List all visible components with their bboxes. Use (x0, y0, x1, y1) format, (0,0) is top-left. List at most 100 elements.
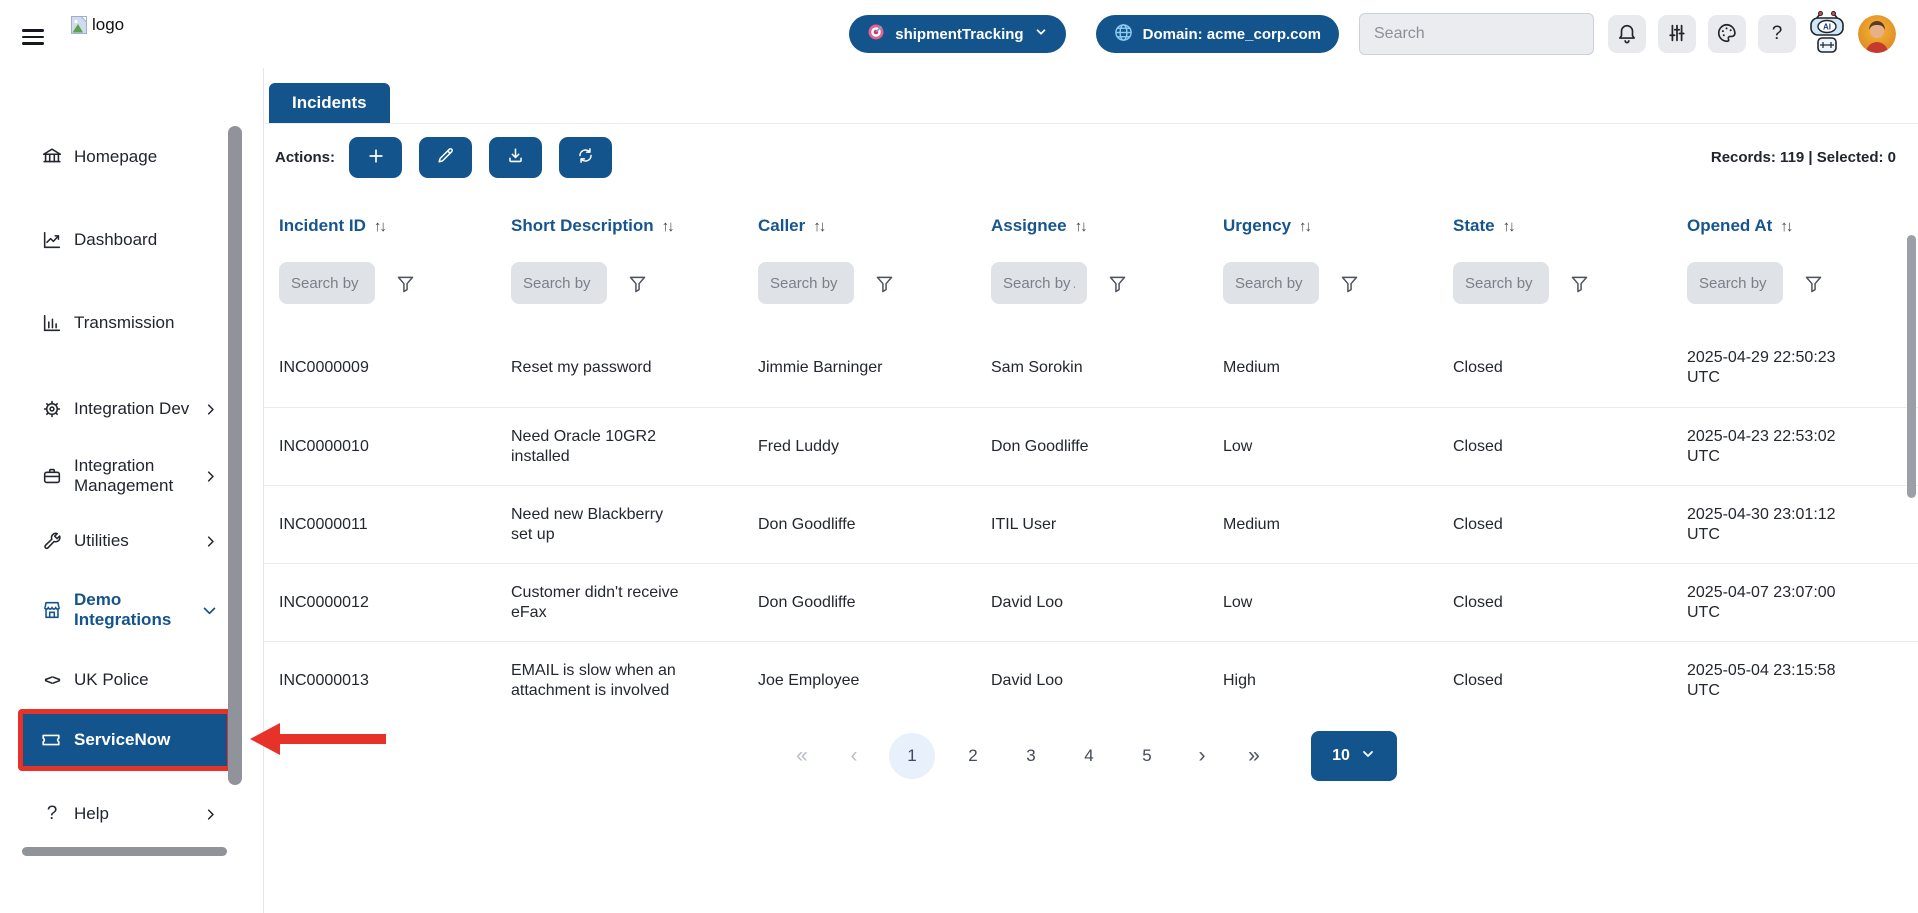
edit-record-button[interactable] (419, 136, 472, 178)
filter-funnel-icon[interactable] (1107, 273, 1128, 294)
tab-incidents[interactable]: Incidents (269, 83, 390, 123)
menu-icon[interactable] (22, 29, 44, 45)
sidebar-item-uk-police[interactable]: <> UK Police (40, 660, 218, 700)
cell-caller: Jimmie Barninger (758, 359, 883, 376)
topbar-icons: ? AI (1608, 10, 1896, 53)
table-vertical-scrollbar[interactable] (1907, 235, 1916, 498)
page-button-1[interactable]: 1 (889, 733, 935, 779)
sort-icon[interactable]: ↑↓ (1780, 217, 1793, 235)
table-row[interactable]: INC0000011 Need new Blackberry set up Do… (264, 485, 1918, 563)
broken-image-icon (70, 15, 90, 40)
chevron-right-icon (203, 469, 218, 484)
filter-input-opened-at[interactable] (1687, 262, 1783, 304)
filter-funnel-icon[interactable] (395, 273, 416, 294)
column-header-caller[interactable]: Caller ↑↓ (758, 216, 826, 235)
filter-input-urgency[interactable] (1223, 262, 1319, 304)
cell-state: Closed (1453, 671, 1503, 689)
filter-funnel-icon[interactable] (1339, 273, 1360, 294)
sidebar-item-utilities[interactable]: Utilities (40, 521, 218, 561)
sidebar: Homepage Dashboard Transmission Integrat… (0, 68, 263, 913)
download-button[interactable] (489, 136, 542, 178)
page-button-4[interactable]: 4 (1069, 733, 1109, 779)
column-header-urgency[interactable]: Urgency ↑↓ (1223, 216, 1312, 235)
add-record-button[interactable] (349, 136, 402, 178)
column-header-short-description[interactable]: Short Description ↑↓ (511, 216, 675, 235)
table-header-row: Incident ID ↑↓ Short Description ↑↓ Caller… (264, 190, 1918, 236)
sidebar-vertical-scrollbar[interactable] (228, 126, 242, 785)
global-search-input[interactable] (1359, 13, 1594, 55)
sidebar-item-label: Demo Integrations (74, 589, 172, 629)
cell-opened-at: 2025-04-23 22:53:02 UTC (1687, 427, 1836, 465)
chevron-down-icon (1034, 25, 1048, 43)
prev-page-button[interactable]: ‹ (837, 744, 871, 768)
page-button-3[interactable]: 3 (1011, 733, 1051, 779)
filter-input-caller[interactable] (758, 262, 854, 304)
cell-short-description: Customer didn't receive eFax (511, 583, 679, 621)
sidebar-item-help[interactable]: ? Help (40, 794, 218, 834)
sidebar-item-integration-management[interactable]: Integration Management (40, 454, 218, 498)
cell-incident-id: INC0000009 (279, 359, 369, 376)
sidebar-horizontal-scrollbar[interactable] (22, 847, 227, 856)
ai-assistant-button[interactable]: AI (1808, 10, 1846, 53)
action-buttons (349, 136, 612, 178)
column-header-state[interactable]: State ↑↓ (1453, 216, 1516, 235)
sidebar-item-homepage[interactable]: Homepage (40, 137, 218, 177)
filter-input-incident-id[interactable] (279, 262, 375, 304)
gear-icon (40, 398, 64, 420)
sort-icon[interactable]: ↑↓ (1074, 217, 1088, 235)
column-header-opened-at[interactable]: Opened At ↑↓ (1687, 216, 1793, 235)
download-icon (506, 146, 525, 168)
sort-icon[interactable]: ↑↓ (1299, 217, 1312, 235)
filter-input-short-description[interactable] (511, 262, 607, 304)
sort-icon[interactable]: ↑↓ (373, 217, 387, 235)
sort-icon[interactable]: ↑↓ (813, 217, 826, 235)
domain-pill[interactable]: Domain: acme_corp.com (1095, 15, 1339, 53)
svg-text:AI: AI (1823, 22, 1831, 31)
page-size-dropdown[interactable]: 10 (1311, 731, 1397, 781)
toolbar: Actions: (264, 124, 1918, 190)
table-row[interactable]: INC0000010 Need Oracle 10GR2 installed F… (264, 407, 1918, 485)
topbar: logo shipmentTracking Domain: acme_corp.… (0, 0, 1918, 68)
cell-assignee: Don Goodliffe (991, 437, 1089, 455)
help-button[interactable]: ? (1758, 15, 1796, 53)
records-summary: Records: 119 | Selected: 0 (1710, 148, 1896, 166)
sidebar-item-transmission[interactable]: Transmission (40, 303, 218, 343)
sidebar-item-integration-dev[interactable]: Integration Dev (40, 387, 218, 431)
refresh-button[interactable] (559, 136, 612, 178)
table-row[interactable]: INC0000013 EMAIL is slow when an attachm… (264, 641, 1918, 719)
cell-assignee: ITIL User (991, 515, 1057, 533)
theme-button[interactable] (1708, 15, 1746, 53)
table-row[interactable]: INC0000009 Reset my password Jimmie Barn… (264, 329, 1918, 407)
column-header-incident-id[interactable]: Incident ID ↑↓ (279, 216, 387, 235)
next-page-button[interactable]: › (1185, 744, 1219, 768)
sidebar-item-dashboard[interactable]: Dashboard (40, 220, 218, 260)
filter-funnel-icon[interactable] (1803, 273, 1824, 294)
table-row[interactable]: INC0000012 Customer didn't receive eFax … (264, 563, 1918, 641)
page-button-2[interactable]: 2 (953, 733, 993, 779)
settings-sliders-button[interactable] (1658, 15, 1696, 53)
workspace-dropdown[interactable]: shipmentTracking (849, 15, 1066, 53)
pagination: « ‹ 1 2 3 4 5 › » 10 (264, 731, 1918, 781)
cell-incident-id: INC0000013 (279, 671, 369, 689)
page-button-5[interactable]: 5 (1127, 733, 1167, 779)
sidebar-item-servicenow[interactable]: ServiceNow (23, 714, 227, 766)
sort-icon[interactable]: ↑↓ (1502, 217, 1516, 235)
filter-input-assignee[interactable] (991, 262, 1087, 304)
last-page-button[interactable]: » (1237, 744, 1271, 768)
globe-icon (1114, 23, 1133, 46)
actions-label: Actions: (275, 148, 335, 166)
code-icon: <> (44, 671, 61, 689)
filter-funnel-icon[interactable] (627, 273, 648, 294)
cell-state: Closed (1453, 515, 1503, 533)
first-page-button[interactable]: « (785, 744, 819, 768)
column-header-assignee[interactable]: Assignee ↑↓ (991, 216, 1088, 235)
line-chart-icon (40, 229, 64, 251)
user-avatar[interactable] (1858, 15, 1896, 53)
filter-funnel-icon[interactable] (1569, 273, 1590, 294)
chevron-down-icon (201, 602, 218, 619)
sort-icon[interactable]: ↑↓ (661, 217, 675, 235)
notifications-button[interactable] (1608, 15, 1646, 53)
filter-input-state[interactable] (1453, 262, 1549, 304)
sidebar-item-demo-integrations[interactable]: Demo Integrations (40, 588, 218, 632)
filter-funnel-icon[interactable] (874, 273, 895, 294)
